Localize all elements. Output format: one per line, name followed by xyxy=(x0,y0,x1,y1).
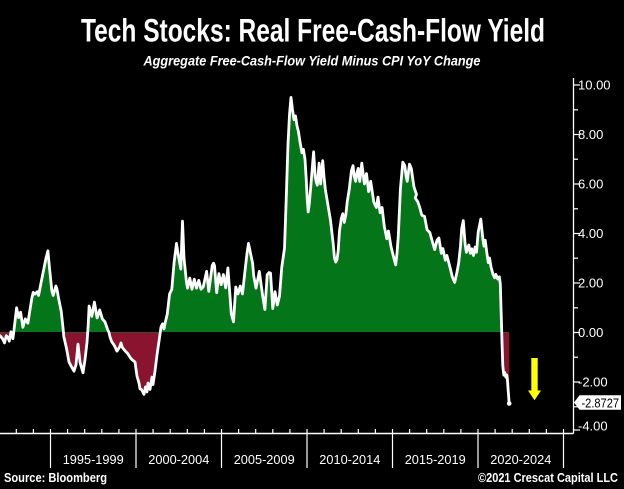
svg-text:2.00: 2.00 xyxy=(578,276,603,291)
svg-text:6.00: 6.00 xyxy=(578,177,603,192)
svg-text:0.00: 0.00 xyxy=(578,325,603,340)
svg-text:-4.00: -4.00 xyxy=(578,419,608,434)
svg-text:©2021 Crescat Capital LLC: ©2021 Crescat Capital LLC xyxy=(478,471,618,485)
svg-text:2005-2009: 2005-2009 xyxy=(234,452,295,467)
svg-text:2015-2019: 2015-2019 xyxy=(405,452,466,467)
svg-text:2020-2024: 2020-2024 xyxy=(490,452,551,467)
svg-text:Tech Stocks: Real Free-Cash-Fl: Tech Stocks: Real Free-Cash-Flow Yield xyxy=(81,13,545,49)
svg-text:4.00: 4.00 xyxy=(578,226,603,241)
svg-text:10.00: 10.00 xyxy=(578,78,611,93)
svg-text:-2.00: -2.00 xyxy=(578,375,608,390)
svg-text:-2.8727: -2.8727 xyxy=(582,395,620,410)
svg-text:8.00: 8.00 xyxy=(578,127,603,142)
svg-text:1995-1999: 1995-1999 xyxy=(63,452,124,467)
svg-text:2000-2004: 2000-2004 xyxy=(148,452,209,467)
svg-text:Aggregate Free-Cash-Flow Yield: Aggregate Free-Cash-Flow Yield Minus CPI… xyxy=(143,53,481,69)
svg-text:2010-2014: 2010-2014 xyxy=(319,452,380,467)
svg-text:Source: Bloomberg: Source: Bloomberg xyxy=(4,471,107,485)
